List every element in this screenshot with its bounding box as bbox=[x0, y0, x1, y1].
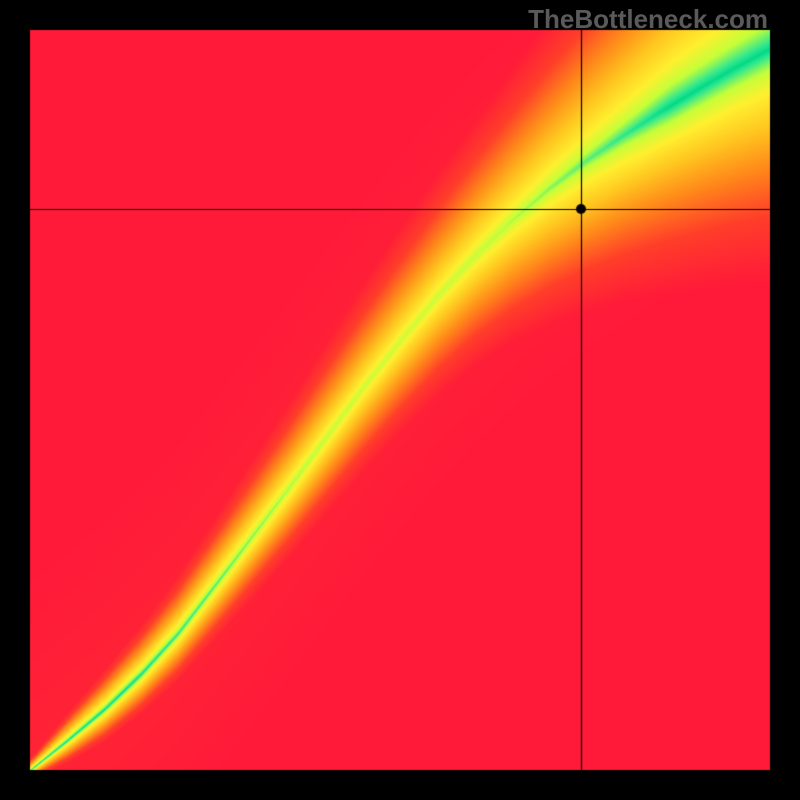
watermark-text: TheBottleneck.com bbox=[528, 4, 768, 35]
chart-container: TheBottleneck.com bbox=[0, 0, 800, 800]
crosshair-overlay bbox=[0, 0, 800, 800]
